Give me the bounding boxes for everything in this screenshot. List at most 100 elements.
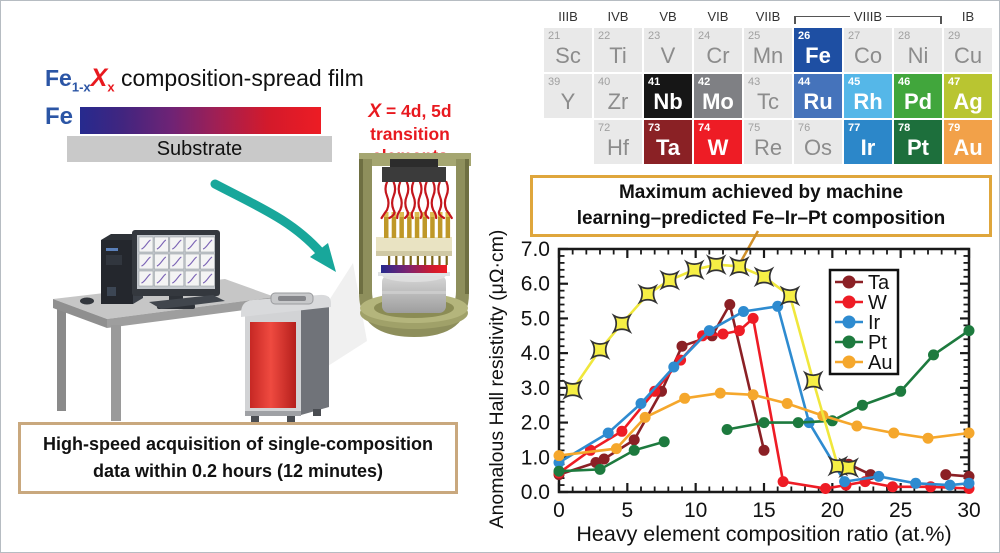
atomic-number: 44	[798, 76, 811, 88]
atomic-number: 22	[598, 30, 611, 42]
element-Hf: 72 Hf	[594, 120, 642, 164]
atomic-number: 24	[698, 30, 711, 42]
element-Os: 76 Os	[794, 120, 842, 164]
svg-text:Ta: Ta	[868, 272, 890, 294]
element-Cr: 24 Cr	[694, 28, 742, 72]
group-header-VB: VB	[659, 9, 677, 24]
element-Tc: 43 Tc	[744, 74, 792, 118]
element-Co: 27 Co	[844, 28, 892, 72]
group-header-VIIB: VIIB	[755, 9, 781, 24]
atomic-number: 79	[948, 122, 961, 134]
max-annotation-line1: Maximum achieved by machine	[618, 182, 904, 204]
element-symbol: Fe	[805, 43, 831, 68]
mouse	[80, 297, 94, 305]
svg-text:2.0: 2.0	[521, 412, 550, 435]
element-symbol: Cr	[706, 43, 730, 68]
empty-cell	[544, 120, 592, 164]
max-annotation-line2: learning–predicted Fe–Ir–Pt composition	[576, 208, 946, 229]
element-Sc: 21 Sc	[544, 28, 592, 72]
atomic-number: 25	[748, 30, 761, 42]
atomic-number: 76	[798, 122, 811, 134]
element-symbol: Nb	[653, 89, 683, 114]
svg-text:5: 5	[621, 499, 633, 522]
svg-text:20: 20	[821, 499, 844, 522]
atomic-number: 41	[648, 76, 661, 88]
element-symbol: Y	[560, 89, 576, 114]
element-Zr: 40 Zr	[594, 74, 642, 118]
svg-text:3.0: 3.0	[521, 377, 550, 400]
element-symbol: Rh	[853, 89, 883, 114]
svg-text:Au: Au	[868, 352, 892, 374]
hall-resistivity-chart: 0 5 10 15 20 25 300.01.02.03.04.05.06.07.0Heav…	[486, 230, 981, 546]
element-symbol: V	[660, 43, 676, 68]
element-symbol: Pt	[907, 135, 929, 160]
film-title-text: composition-spread film	[114, 65, 364, 91]
atomic-number: 73	[648, 122, 661, 134]
element-symbol: Pd	[903, 89, 933, 114]
periodic-table: IIIB IVB VB VIB VIIB VIIIB IB 21 Sc 22 Ti 23 V 24 Cr 2…	[544, 7, 992, 164]
element-symbol: Tc	[757, 89, 779, 114]
chart-axis-labels: Heavy element composition ratio (at.%) An…	[486, 230, 952, 546]
atomic-number: 45	[848, 76, 861, 88]
periodic-table-group-headers: IIIB IVB VB VIB VIIB VIIIB IB	[544, 7, 992, 27]
atomic-number: 28	[898, 30, 911, 42]
element-Pd: 46 Pd	[894, 74, 942, 118]
fe-symbol: Fe	[45, 65, 72, 91]
element-symbol: Ni	[907, 43, 929, 68]
svg-text:15: 15	[752, 499, 775, 522]
series-Au	[553, 387, 975, 462]
sample-holder-plate	[378, 272, 450, 276]
probe-plate	[376, 237, 452, 256]
probe-chamber	[359, 153, 471, 337]
atomic-number: 47	[948, 76, 961, 88]
svg-text:1.0: 1.0	[521, 446, 550, 469]
atomic-number: 42	[698, 76, 711, 88]
chart-tick-labels: 0 5 10 15 20 25 30 0.0 1.0 2.0 3.0 4.0 5.0 6.0 7.0	[521, 238, 981, 522]
element-symbol: Co	[853, 43, 883, 68]
caption-line1: High-speed acquisition of single-composi…	[42, 434, 433, 454]
probe-wires	[380, 180, 453, 220]
atomic-number: 75	[748, 122, 761, 134]
atomic-number: 43	[748, 76, 761, 88]
element-symbol: W	[707, 135, 729, 160]
element-symbol: Ir	[860, 135, 876, 160]
monitor-screen-plots	[138, 236, 215, 287]
max-annotation-box: Maximum achieved by machine learning–pre…	[530, 175, 992, 237]
svg-text:6.0: 6.0	[521, 273, 550, 296]
probe-head-block-front	[382, 167, 446, 182]
transition-note-line1: X = 4d, 5d	[368, 101, 452, 122]
element-symbol: Ru	[803, 89, 833, 114]
fe-bar-label: Fe	[45, 103, 74, 130]
series-Ir	[553, 300, 975, 491]
atomic-number: 40	[598, 76, 611, 88]
max-box-connector	[739, 230, 760, 263]
svg-text:Ir: Ir	[868, 312, 881, 334]
atomic-number: 21	[548, 30, 561, 42]
caption-line2: data within 0.2 hours (12 minutes)	[92, 461, 384, 481]
svg-text:0.0: 0.0	[521, 481, 550, 504]
atomic-number: 23	[648, 30, 661, 42]
element-Ni: 28 Ni	[894, 28, 942, 72]
element-symbol: Au	[953, 135, 983, 160]
element-Mn: 25 Mn	[744, 28, 792, 72]
element-symbol: Ag	[953, 89, 983, 114]
caption-box: High-speed acquisition of single-composi…	[18, 422, 458, 494]
group-header-VIIIB: VIIIB	[794, 7, 942, 27]
svg-text:5.0: 5.0	[521, 307, 550, 330]
series-Fe–Ir–Pt (ML predicted)	[562, 254, 860, 479]
group-header-IB: IB	[961, 9, 975, 24]
atomic-number: 39	[548, 76, 561, 88]
film-gradient-bar	[80, 107, 321, 134]
film-title: Fe1-xXx composition-spread film	[45, 64, 364, 95]
element-Mo: 42 Mo	[694, 74, 742, 118]
atomic-number: 77	[848, 122, 861, 134]
element-symbol: Re	[753, 135, 783, 160]
element-Rh: 45 Rh	[844, 74, 892, 118]
svg-text:4.0: 4.0	[521, 342, 550, 365]
series-W	[553, 312, 975, 494]
flow-arrow	[207, 176, 340, 277]
element-Au: 79 Au	[944, 120, 992, 164]
atomic-number: 72	[598, 122, 611, 134]
